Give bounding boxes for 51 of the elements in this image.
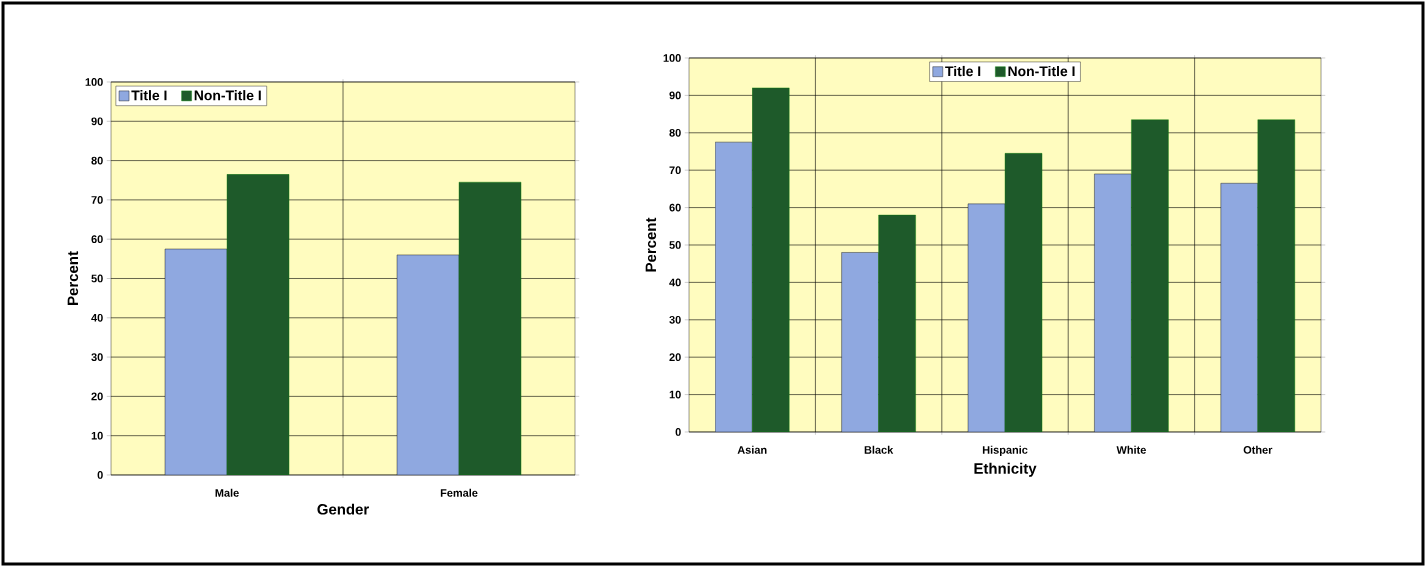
y-tick-label: 80 xyxy=(669,128,681,137)
y-tick-label: 90 xyxy=(91,117,103,126)
bar xyxy=(1094,173,1132,432)
y-tick-label: 40 xyxy=(91,313,103,322)
y-tick-label: 30 xyxy=(669,315,681,324)
y-axis-title: Percent xyxy=(67,251,79,305)
x-axis-title: Ethnicity xyxy=(974,462,1037,477)
y-tick-label: 60 xyxy=(91,235,103,244)
bar xyxy=(878,214,916,432)
x-tick-label: Other xyxy=(1243,445,1273,454)
y-axis-title: Percent xyxy=(645,217,657,272)
y-tick-label: 70 xyxy=(91,196,103,204)
x-tick-label: Asian xyxy=(737,445,767,454)
bar xyxy=(1220,183,1259,432)
legend-label: Title I xyxy=(945,65,981,77)
y-tick-label: 80 xyxy=(91,156,103,165)
y-tick-label: 10 xyxy=(669,390,681,399)
x-tick-label: Hispanic xyxy=(982,445,1028,456)
bar xyxy=(1257,119,1296,432)
y-tick-label: 40 xyxy=(669,278,681,287)
x-tick-label: Black xyxy=(864,445,894,454)
x-tick-label: White xyxy=(1116,445,1146,454)
legend-label: Title I xyxy=(131,90,167,101)
y-tick-label: 30 xyxy=(91,353,103,361)
bar xyxy=(1131,119,1169,432)
y-tick-label: 100 xyxy=(663,54,681,62)
bar xyxy=(1004,153,1043,432)
bar xyxy=(967,203,1006,432)
y-tick-label: 100 xyxy=(85,78,103,86)
y-tick-label: 70 xyxy=(669,166,681,175)
y-tick-label: 0 xyxy=(97,471,103,479)
x-tick-label: Female xyxy=(440,488,478,497)
legend-label: Non-Title I xyxy=(194,90,261,101)
y-tick-label: 0 xyxy=(675,428,681,436)
y-tick-label: 50 xyxy=(91,274,103,283)
y-tick-label: 20 xyxy=(91,392,103,401)
y-tick-label: 10 xyxy=(91,431,103,440)
x-tick-label: Male xyxy=(215,488,239,497)
x-axis-title: Gender xyxy=(317,503,369,515)
legend-label: Non-Title I xyxy=(1008,65,1075,77)
bar xyxy=(715,141,753,432)
bar xyxy=(164,248,228,475)
y-tick-label: 90 xyxy=(669,91,681,100)
y-tick-label: 20 xyxy=(669,353,681,362)
y-tick-label: 60 xyxy=(669,203,681,212)
bar xyxy=(752,87,790,432)
y-tick-label: 50 xyxy=(669,241,681,249)
bar xyxy=(458,182,522,475)
bar xyxy=(396,254,460,475)
bar xyxy=(841,252,879,432)
bar xyxy=(226,174,290,475)
